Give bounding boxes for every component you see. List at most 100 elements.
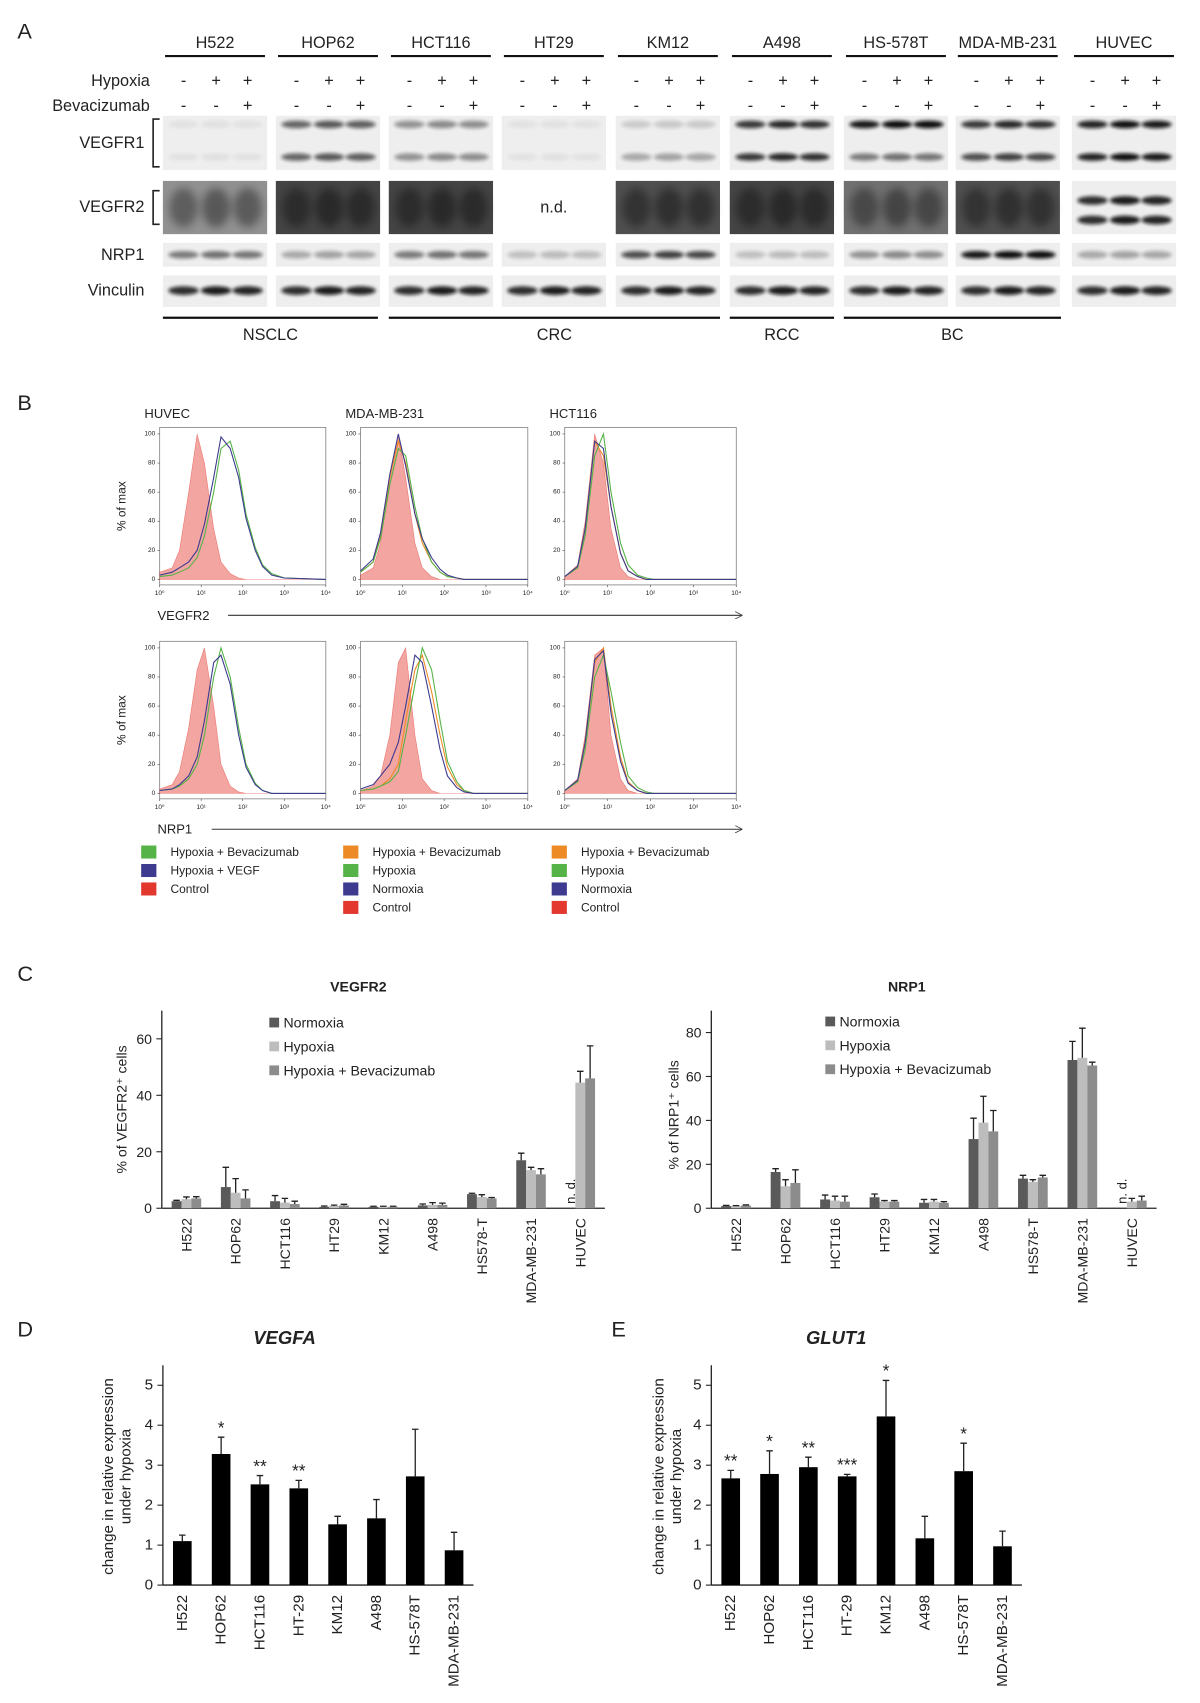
significance-label: ** [292,1461,306,1481]
blot-band [653,286,685,295]
blot-band [685,286,716,295]
chart-title: VEGFA [253,1327,316,1348]
blot-band [767,120,799,129]
protein-label: VEGFR2 [79,198,144,216]
y-tick-label: 40 [349,518,357,525]
error-bar [727,1469,734,1479]
x-tick-label: 10⁴ [523,804,533,811]
blot-smear [201,187,231,228]
x-tick-label: MDA-MB-231 [1074,1218,1090,1304]
y-tick-label: 1 [145,1537,153,1554]
blot-band [1141,196,1172,205]
error-bar [921,1515,929,1539]
y-tick-label: 0 [152,790,156,797]
blot-band [571,286,602,295]
treatment-sign: - [439,97,444,115]
value-label: n. d. [563,1179,578,1204]
bar [988,1131,999,1209]
error-bar [1079,1027,1086,1058]
blot-band [571,153,602,161]
blot-smear [459,187,488,228]
x-tick-label: 10¹ [398,590,408,597]
blot-band [961,120,992,129]
x-tick-label: 10² [646,804,656,811]
error-bar [321,1205,328,1207]
plot-frame [159,426,327,586]
treatment-sign: + [892,72,902,90]
error-bar [805,1456,812,1468]
y-tick-label: 60 [349,703,357,710]
legend-label: Hypoxia [581,864,624,878]
blot-band [1077,120,1108,129]
bar [879,1201,890,1209]
bar [240,1198,251,1209]
x-tick-label: 10⁰ [155,804,165,811]
chart-title: VEGFR2 [330,979,387,995]
significance-label: * [218,1417,225,1437]
treatment-sign: + [469,97,479,115]
blot-band [281,120,312,129]
bar [993,1546,1012,1586]
error-bar [330,1204,338,1206]
legend-swatch [551,863,567,878]
y-axis-label: under hypoxia [668,1428,685,1524]
y-tick-label: 20 [148,547,156,554]
legend-label: Hypoxia [372,864,415,878]
error-bar [468,1192,476,1195]
treatment-sign: + [1152,97,1162,115]
blot-band [394,153,425,161]
tumor-type-label: BC [941,326,964,344]
blot-smear [233,187,262,228]
error-bar [881,1199,888,1202]
bar [968,1139,979,1209]
bar [1136,1200,1147,1209]
bar [427,1204,438,1209]
x-tick-label: MDA-MB-231 [446,1595,463,1687]
x-tick-label: HUVEC [1124,1218,1140,1267]
y-tick-label: 0 [152,576,156,583]
x-tick-label: 10³ [689,804,699,811]
bar [191,1198,202,1209]
blot-band [313,286,345,295]
blot-band [799,120,830,129]
blot-band [345,120,376,129]
blot-band [200,286,232,295]
bar [405,1476,425,1586]
error-bar [586,1045,594,1079]
error-bar [389,1205,397,1207]
blot-band [168,153,199,161]
legend-swatch [551,882,567,896]
bar [830,1200,840,1209]
y-tick-label: 20 [553,547,561,554]
error-bar [1039,1174,1047,1178]
y-tick-label: 60 [349,489,357,496]
x-tick-label: HT29 [326,1218,342,1253]
blot-smear [850,187,879,228]
bar [954,1471,973,1586]
blot-band [961,153,992,161]
treatment-sign: + [356,97,366,115]
treatment-sign: - [520,97,525,115]
y-tick-label: 5 [145,1377,153,1394]
bar [181,1199,192,1209]
bar [1067,1060,1078,1209]
y-tick-label: 20 [349,761,357,768]
error-bar [488,1196,495,1199]
y-tick-label: 0 [145,1577,153,1594]
y-axis-label: under hypoxia [117,1428,134,1524]
histogram-area [159,433,326,580]
treatment-sign: - [894,97,899,115]
error-bar [841,1195,849,1202]
blot-band [168,250,199,259]
blot-band [200,153,232,161]
histogram-line [564,649,737,794]
bar [467,1194,477,1209]
cell-line-label: A498 [763,34,801,52]
blot-band [881,120,913,129]
y-axis-label: change in relative expression [100,1378,117,1575]
error-bar [222,1166,230,1188]
blot-smear [736,187,765,228]
bar [319,1206,330,1209]
blot-band [1077,153,1108,161]
